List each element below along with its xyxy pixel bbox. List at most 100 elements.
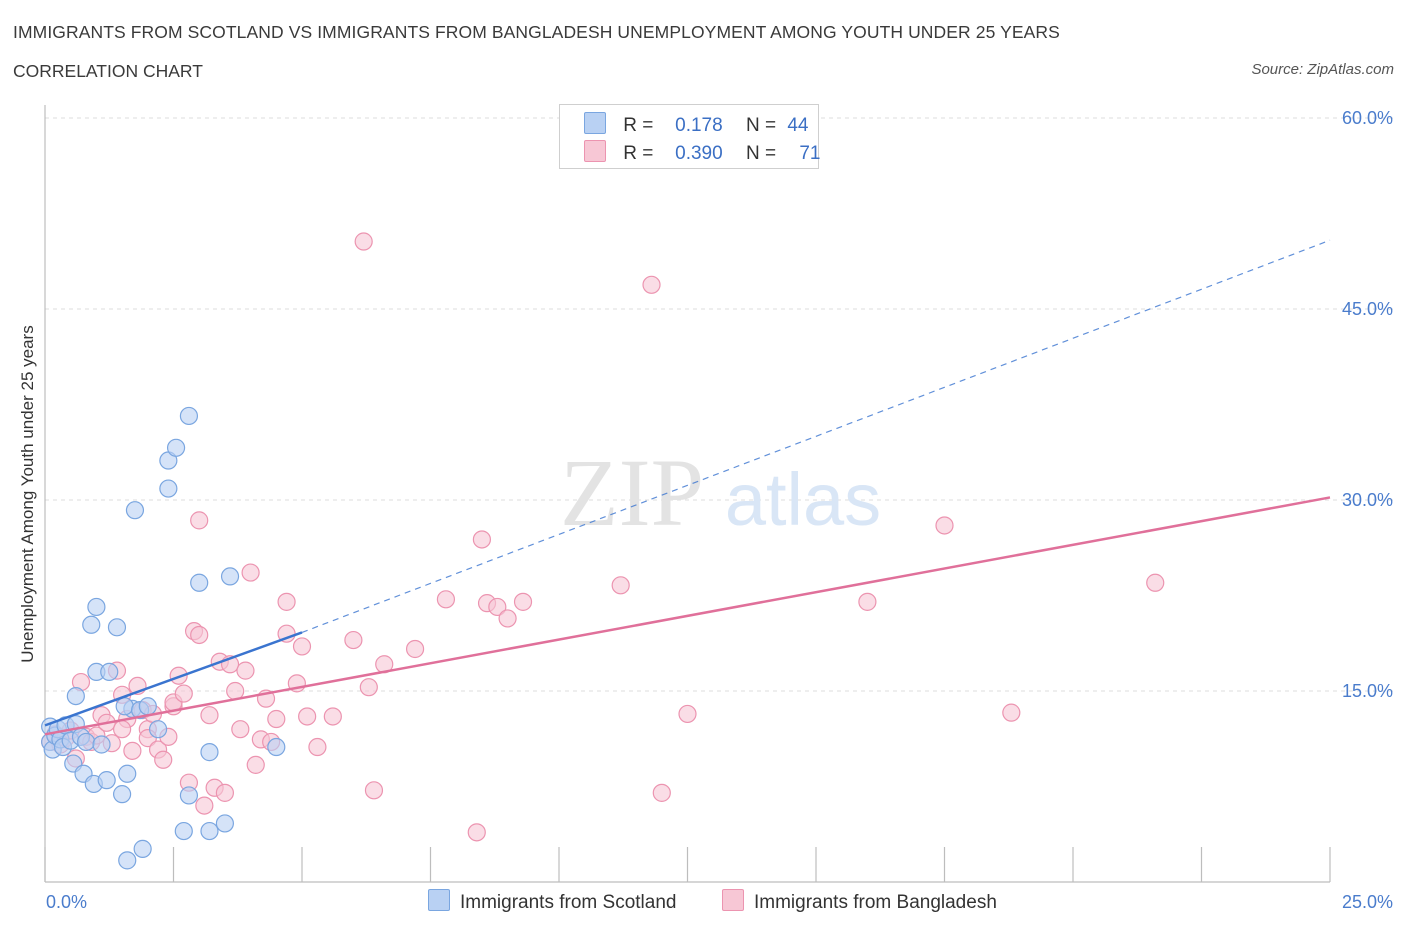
bangladesh-point: [1146, 573, 1165, 592]
bangladesh-point: [112, 720, 132, 739]
scotland-point: [115, 697, 134, 716]
correlation-legend: R = 0.178 N = 44 R = 0.390 N = 71: [559, 104, 820, 169]
y-tick-label: 30.0%: [1342, 490, 1393, 510]
legend-swatch-scotland: [584, 112, 606, 134]
scotland-point: [159, 479, 178, 498]
scotland-point: [200, 743, 219, 762]
bangladesh-point: [467, 823, 486, 842]
legend-n-label: N =: [745, 143, 777, 164]
scotland-point: [138, 697, 157, 716]
bangladesh-point: [267, 709, 286, 729]
tick-label-layer: 15.0% 30.0% 45.0% 60.0% 0.0% 25.0%: [46, 108, 1393, 912]
scotland-point: [100, 662, 119, 682]
scotland-point: [118, 764, 137, 783]
scotland-point: [267, 737, 286, 757]
bottom-legend-swatch-scotland: [428, 889, 450, 911]
bangladesh-point: [498, 609, 517, 628]
watermark: ZIP atlas: [560, 439, 881, 546]
bangladesh-point: [642, 275, 661, 294]
points-layer: [41, 232, 1165, 870]
bangladesh-point: [513, 592, 533, 611]
bangladesh-point: [190, 511, 209, 530]
bangladesh-point: [246, 755, 265, 774]
scotland-trend-line: [44, 631, 303, 727]
bottom-legend-bangladesh: Immigrants from Bangladesh: [722, 889, 997, 914]
chart-subtitle: CORRELATION CHART: [13, 61, 203, 81]
grid-layer: [45, 117, 1395, 692]
bangladesh-point: [190, 625, 209, 645]
bangladesh-point: [354, 232, 373, 251]
scotland-point: [174, 821, 193, 841]
bangladesh-point: [405, 639, 425, 659]
bangladesh-point: [858, 592, 877, 611]
scotland-point: [200, 821, 219, 841]
scotland-point: [133, 839, 152, 858]
bangladesh-point: [935, 516, 954, 535]
bangladesh-point: [231, 720, 250, 739]
bangladesh-point: [292, 637, 312, 656]
scotland-point: [82, 615, 101, 634]
scotland-point: [190, 573, 209, 592]
bangladesh-trend-line: [44, 496, 1331, 736]
x-tick-label: 25.0%: [1342, 892, 1393, 912]
scotland-point: [66, 686, 85, 706]
bangladesh-point: [200, 706, 219, 725]
y-tick-label: 15.0%: [1342, 681, 1393, 701]
bangladesh-point: [298, 707, 317, 726]
bangladesh-point: [277, 592, 296, 611]
legend-r-label: R =: [623, 143, 654, 164]
bangladesh-point: [241, 563, 260, 582]
watermark-atlas: atlas: [725, 458, 881, 541]
scotland-point: [92, 735, 111, 754]
bangladesh-point: [236, 661, 255, 680]
legend-swatch-bangladesh: [584, 140, 606, 162]
scotland-point: [179, 786, 199, 805]
bangladesh-point: [436, 590, 456, 609]
source-label: Source: ZipAtlas.com: [1251, 61, 1394, 78]
scotland-point: [77, 732, 96, 752]
bangladesh-point: [344, 630, 363, 650]
scotland-trend-extension: [301, 239, 1331, 633]
bottom-legend-swatch-bangladesh: [722, 889, 744, 911]
bangladesh-point: [359, 678, 378, 697]
bottom-legend-label-bangladesh: Immigrants from Bangladesh: [754, 892, 997, 913]
scotland-point: [87, 597, 106, 617]
y-axis-label: Unemployment Among Youth under 25 years: [18, 325, 37, 663]
scotland-point: [148, 720, 168, 739]
bangladesh-point: [174, 684, 193, 703]
legend-row-bangladesh: R = 0.390 N = 71: [584, 140, 820, 166]
bangladesh-point: [215, 783, 234, 802]
scotland-point: [118, 851, 137, 870]
bangladesh-point: [488, 597, 507, 617]
legend-r-label: R =: [623, 115, 654, 136]
legend-row-scotland: R = 0.178 N = 44: [584, 112, 808, 138]
scotland-point: [125, 501, 145, 520]
bangladesh-point: [195, 796, 214, 815]
legend-n-label: N =: [745, 115, 777, 136]
scotland-point: [179, 406, 199, 426]
axes-layer: [44, 105, 1331, 883]
legend-r-value-bangladesh: 0.390: [675, 143, 723, 164]
bottom-legend-scotland: Immigrants from Scotland: [428, 889, 676, 914]
y-tick-label: 45.0%: [1342, 299, 1393, 319]
bangladesh-point: [323, 707, 342, 726]
scotland-point: [166, 438, 186, 457]
legend-n-value-bangladesh: 71: [799, 143, 821, 164]
bangladesh-point: [1002, 703, 1021, 722]
bangladesh-point: [364, 781, 384, 800]
bangladesh-point: [123, 741, 142, 760]
scotland-point: [107, 618, 127, 637]
bangladesh-point: [472, 530, 491, 549]
scotland-point: [112, 785, 132, 804]
chart-title: IMMIGRANTS FROM SCOTLAND VS IMMIGRANTS F…: [13, 22, 1060, 42]
bottom-legend-label-scotland: Immigrants from Scotland: [460, 892, 677, 913]
bangladesh-point: [652, 783, 671, 802]
bangladesh-point: [154, 750, 173, 769]
trend-layer: [44, 239, 1331, 736]
bangladesh-point: [678, 704, 697, 724]
bangladesh-point: [611, 576, 630, 595]
x-tick-label: 0.0%: [46, 892, 87, 912]
y-tick-label: 60.0%: [1342, 108, 1393, 128]
legend-n-value-scotland: 44: [787, 115, 809, 136]
